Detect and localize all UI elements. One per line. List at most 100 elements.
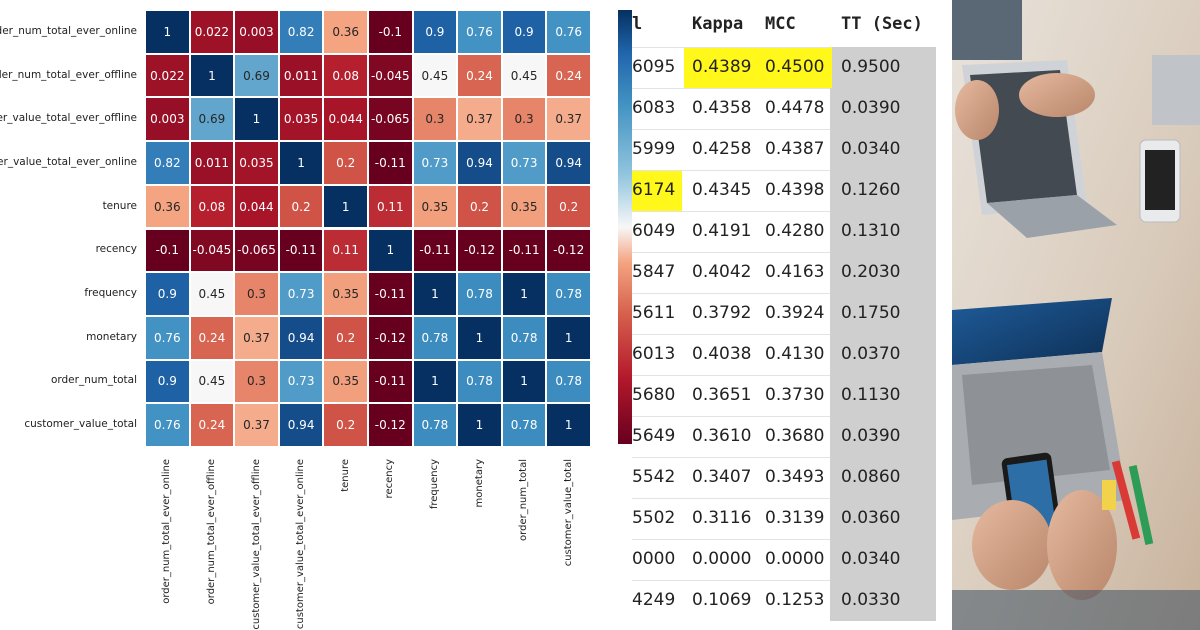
heatmap-cell: -0.11 xyxy=(368,141,413,185)
table-row: 5649 0.3610 0.3680 0.0390 xyxy=(632,416,952,457)
table-row: 5611 0.3792 0.3924 0.1750 xyxy=(632,293,952,334)
heatmap-cell: 1 xyxy=(278,141,324,185)
heatmap-cell: 0.9 xyxy=(501,10,547,54)
table-cell: 0.4500 xyxy=(757,47,832,88)
table-cell: 5502 xyxy=(632,508,676,528)
heatmap-cell: 0.11 xyxy=(368,184,413,229)
heatmap-cell: -0.1 xyxy=(368,10,413,54)
table-row: 5847 0.4042 0.4163 0.2030 xyxy=(632,252,952,293)
table-row: 5680 0.3651 0.3730 0.1130 xyxy=(632,375,952,416)
heatmap-cell: 1 xyxy=(145,10,190,54)
table-header-truncated: l xyxy=(632,14,643,34)
table-cell: 6174 xyxy=(632,170,682,211)
heatmap-cell: 0.45 xyxy=(501,53,547,98)
table-cell: 0.3116 xyxy=(692,508,752,528)
heatmap-cell: 0.3 xyxy=(501,97,547,142)
table-row-divider xyxy=(632,293,830,294)
table-cell: 5611 xyxy=(632,303,676,323)
table-cell: 0.4163 xyxy=(765,262,825,282)
heatmap-cell: -0.045 xyxy=(368,53,413,98)
table-cell: 0.4130 xyxy=(765,344,825,364)
model-metrics-table: l Kappa MCC TT (Sec) 6095 0.4389 0.4500 0.9… xyxy=(632,0,952,630)
table-cell: 0.1260 xyxy=(841,180,901,200)
table-cell: 0.1310 xyxy=(841,221,901,241)
table-row: 6083 0.4358 0.4478 0.0390 xyxy=(632,88,952,129)
table-cell: 0.3924 xyxy=(765,303,825,323)
heatmap-cell: 0.003 xyxy=(234,10,279,54)
table-cell: 0.3730 xyxy=(765,385,825,405)
heatmap-cell: 0.24 xyxy=(457,53,502,98)
heatmap-cell: -0.12 xyxy=(457,228,502,273)
heatmap-cell: 0.24 xyxy=(546,53,591,98)
table-cell: 0.4389 xyxy=(684,47,759,88)
table-row: 5502 0.3116 0.3139 0.0360 xyxy=(632,498,952,539)
heatmap-cell: 1 xyxy=(368,228,413,273)
heatmap-cell: -0.12 xyxy=(368,315,413,360)
table-cell: 0.3792 xyxy=(692,303,752,323)
heatmap-cell: 0.35 xyxy=(501,184,547,229)
table-cell: 0.1253 xyxy=(765,590,825,610)
table-cell: 0.4191 xyxy=(692,221,752,241)
heatmap-cell: 0.76 xyxy=(546,10,591,54)
heatmap-cell: 0.2 xyxy=(323,315,368,360)
heatmap-cell: 0.3 xyxy=(234,359,279,404)
table-cell: 6083 xyxy=(632,98,676,118)
heatmap-cell: 0.78 xyxy=(501,403,547,447)
heatmap-cell: 0.35 xyxy=(323,272,368,316)
table-row-divider xyxy=(632,170,830,171)
table-cell: 0.4258 xyxy=(692,139,752,159)
heatmap-cell: 0.45 xyxy=(189,272,235,316)
heatmap-column-label: customer_value_total_ever_online xyxy=(295,459,307,630)
heatmap-cell: 0.24 xyxy=(189,315,235,360)
heatmap-cell: 0.35 xyxy=(412,184,458,229)
table-cell: 0.4280 xyxy=(765,221,825,241)
table-cell: 0.9500 xyxy=(841,57,901,77)
table-cell: 5999 xyxy=(632,139,676,159)
heatmap-cell: 0.94 xyxy=(457,141,502,185)
table-cell: 6013 xyxy=(632,344,676,364)
heatmap-cell: -0.12 xyxy=(368,403,413,447)
heatmap-cell: 0.2 xyxy=(323,403,368,447)
heatmap-cell: 0.37 xyxy=(457,97,502,142)
heatmap-cell: 1 xyxy=(412,272,458,316)
heatmap-row-label: frequency xyxy=(84,287,137,300)
table-cell: 0.0340 xyxy=(841,549,901,569)
heatmap-cell: 0.003 xyxy=(145,97,190,142)
table-row-divider xyxy=(632,539,830,540)
table-cell: 0.1750 xyxy=(841,303,901,323)
table-row-divider xyxy=(632,47,830,48)
heatmap-cell: 0.044 xyxy=(234,184,279,229)
table-cell: 0.4398 xyxy=(765,180,825,200)
heatmap-row-label: order_num_total_ever_offline xyxy=(0,68,137,81)
table-cell: 0.0370 xyxy=(841,344,901,364)
table-row-divider xyxy=(632,375,830,376)
heatmap-cell: 0.76 xyxy=(145,315,190,360)
heatmap-cell: 1 xyxy=(457,315,502,360)
heatmap-cell: -0.11 xyxy=(501,228,547,273)
heatmap-row-label: tenure xyxy=(102,199,137,212)
heatmap-column-label: tenure xyxy=(339,459,351,492)
table-cell: 0.0000 xyxy=(765,549,825,569)
heatmap-cell: -0.11 xyxy=(368,272,413,316)
table-row-divider xyxy=(632,457,830,458)
heatmap-cell: 0.011 xyxy=(189,141,235,185)
heatmap-cell: 0.78 xyxy=(501,315,547,360)
heatmap-cell: 0.78 xyxy=(546,359,591,404)
heatmap-cell: 0.37 xyxy=(234,403,279,447)
table-row: 5999 0.4258 0.4387 0.0340 xyxy=(632,129,952,170)
laptops-phone-desk-photo xyxy=(952,0,1200,630)
heatmap-cell: 1 xyxy=(457,403,502,447)
table-cell: 5680 xyxy=(632,385,676,405)
heatmap-cell: 0.73 xyxy=(501,141,547,185)
heatmap-row-label: recency xyxy=(95,243,137,256)
heatmap-cell: 0.78 xyxy=(457,272,502,316)
table-cell: 0.3493 xyxy=(765,467,825,487)
heatmap-cell: 0.78 xyxy=(546,272,591,316)
heatmap-cell: 0.9 xyxy=(145,359,190,404)
table-row: 0000 0.0000 0.0000 0.0340 xyxy=(632,539,952,580)
heatmap-cell: 0.035 xyxy=(278,97,324,142)
heatmap-cell: 0.76 xyxy=(457,10,502,54)
heatmap-row-label: monetary xyxy=(86,330,137,343)
heatmap-cell: 0.3 xyxy=(234,272,279,316)
heatmap-cell: 0.73 xyxy=(278,272,324,316)
